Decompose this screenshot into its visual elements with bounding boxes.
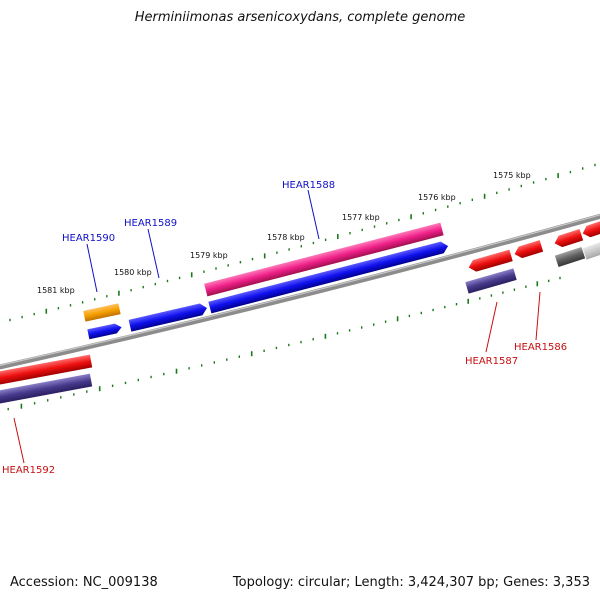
feature-cds-1585[interactable] — [553, 228, 584, 249]
map-title: Herminiimonas arsenicoxydans, complete g… — [134, 10, 466, 25]
inner-tick-ruler — [7, 276, 561, 411]
genome-backbone — [0, 213, 600, 370]
leader-line-hear1587 — [485, 301, 498, 353]
leader-line-hear1588 — [307, 189, 320, 240]
feature-other-1590[interactable] — [83, 303, 121, 322]
gene-label-hear1588[interactable]: HEAR1588 — [282, 180, 335, 191]
gene-label-hear1589[interactable]: HEAR1589 — [124, 218, 177, 229]
leader-line-hear1592 — [13, 417, 25, 464]
gene-label-hear1590[interactable]: HEAR1590 — [62, 233, 115, 244]
tick-label-1579: 1579 kbp — [190, 251, 228, 260]
leader-line-hear1589 — [147, 228, 160, 279]
feature-rna-1588[interactable] — [204, 222, 444, 297]
feature-cds-1590[interactable] — [87, 322, 122, 340]
feature-pseudo-1585[interactable] — [554, 246, 586, 268]
feature-misc-1592[interactable] — [0, 373, 93, 406]
leader-line-hear1586 — [535, 291, 541, 341]
outer-tick-ruler — [9, 163, 596, 322]
gene-label-hear1586[interactable]: HEAR1586 — [514, 342, 567, 353]
tick-label-1575: 1575 kbp — [493, 171, 531, 180]
feature-cds-1587[interactable] — [467, 249, 513, 274]
feature-misc-1587[interactable] — [465, 268, 517, 294]
leader-line-hear1590 — [86, 243, 98, 293]
tick-label-1578: 1578 kbp — [267, 233, 305, 242]
tick-label-1581: 1581 kbp — [37, 286, 75, 295]
gene-label-hear1587[interactable]: HEAR1587 — [465, 356, 518, 367]
feature-cds-1592[interactable] — [0, 354, 93, 387]
tick-label-1580: 1580 kbp — [114, 268, 152, 277]
genome-backbone-highlight — [0, 214, 600, 366]
tick-label-1576: 1576 kbp — [418, 193, 456, 202]
topology-summary-text: Topology: circular; Length: 3,424,307 bp… — [232, 575, 590, 590]
feature-cds-1589[interactable] — [128, 302, 209, 332]
feature-light-1584[interactable] — [582, 240, 600, 260]
feature-cds-1588[interactable] — [208, 240, 449, 314]
gene-label-hear1592[interactable]: HEAR1592 — [2, 465, 55, 476]
tick-label-1577: 1577 kbp — [342, 213, 380, 222]
feature-cds-1586[interactable] — [513, 240, 544, 260]
accession-text: Accession: NC_009138 — [10, 575, 158, 590]
